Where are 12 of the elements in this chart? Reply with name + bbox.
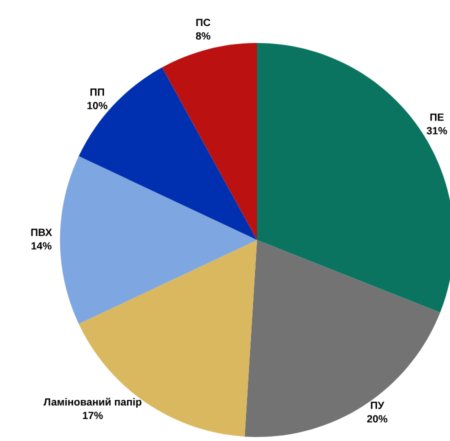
data-label: 14% bbox=[32, 242, 52, 250]
data-label: 31% bbox=[426, 127, 448, 134]
data-label: 8% bbox=[196, 32, 210, 40]
data-label: 17% bbox=[82, 412, 103, 420]
slice-label: ПП bbox=[90, 88, 104, 96]
slice-label: ПВХ bbox=[31, 228, 52, 236]
slice-label: Ламінований папір bbox=[44, 398, 142, 408]
data-label: 10% bbox=[87, 102, 108, 110]
slice-label: ПС bbox=[196, 18, 210, 26]
data-label: 20% bbox=[367, 415, 388, 423]
slice-label: ПЕ bbox=[430, 114, 444, 121]
slice-label: ПУ bbox=[370, 402, 384, 410]
